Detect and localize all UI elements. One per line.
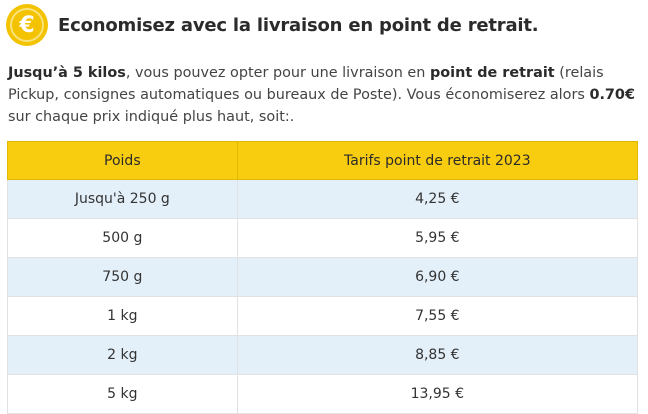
header-rate: Tarifs point de retrait 2023 (236, 141, 639, 180)
weight-cell: Jusqu'à 250 g (7, 179, 238, 219)
intro-text-3: sur chaque prix indiqué plus haut, soit:… (8, 109, 295, 125)
table-row: Jusqu'à 250 g 4,25 € (7, 179, 639, 219)
table-row: 2 kg 8,85 € (7, 335, 639, 375)
price-cell: 5,95 € (236, 218, 639, 258)
table-row: 1 kg 7,55 € (7, 296, 639, 336)
section-title: Economisez avec la livraison en point de… (58, 14, 539, 36)
pickup-point-text: point de retrait (429, 65, 555, 81)
price-cell: 4,25 € (236, 179, 639, 219)
euro-coin-icon: € (6, 4, 48, 46)
price-cell: 6,90 € (236, 257, 639, 297)
price-cell: 8,85 € (236, 335, 639, 375)
weight-limit-text: Jusqu’à 5 kilos (8, 65, 126, 81)
table-row: 500 g 5,95 € (7, 218, 639, 258)
weight-cell: 5 kg (7, 374, 238, 414)
section-header: € Economisez avec la livraison en point … (6, 4, 539, 46)
pickup-rates-table: Poids Tarifs point de retrait 2023 Jusqu… (7, 141, 639, 414)
euro-symbol: € (10, 8, 44, 42)
weight-cell: 1 kg (7, 296, 238, 336)
intro-text-1: , vous pouvez opter pour une livraison e… (125, 65, 430, 81)
intro-paragraph: Jusqu’à 5 kilos, vous pouvez opter pour … (8, 62, 638, 128)
price-cell: 7,55 € (236, 296, 639, 336)
savings-amount: 0.70€ (589, 87, 635, 103)
weight-cell: 750 g (7, 257, 238, 297)
intro-text-2: (relais Pickup, consignes automatiques o… (8, 65, 604, 103)
table-row: 750 g 6,90 € (7, 257, 639, 297)
weight-cell: 500 g (7, 218, 238, 258)
table-header-row: Poids Tarifs point de retrait 2023 (7, 141, 639, 180)
price-cell: 13,95 € (236, 374, 639, 414)
weight-cell: 2 kg (7, 335, 238, 375)
table-row: 5 kg 13,95 € (7, 374, 639, 414)
header-weight: Poids (7, 141, 238, 180)
